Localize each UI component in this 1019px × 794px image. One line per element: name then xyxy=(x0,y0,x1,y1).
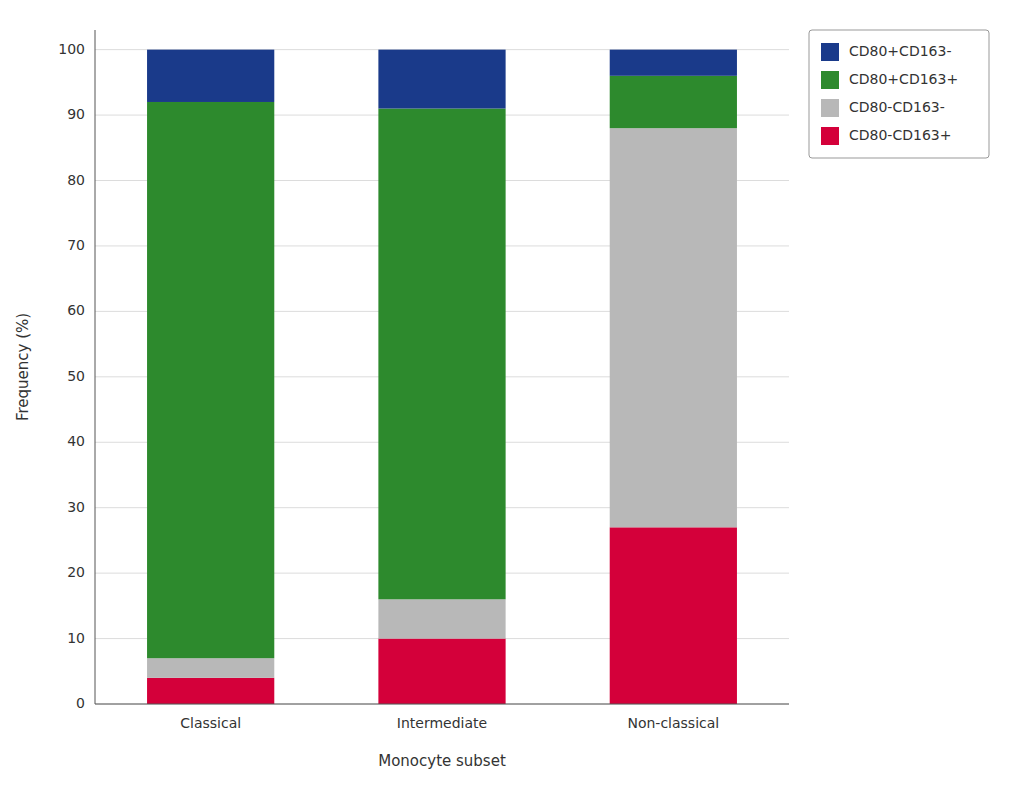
legend-swatch xyxy=(821,43,839,61)
bar-segment xyxy=(610,50,737,76)
x-tick-label: Classical xyxy=(180,715,241,731)
y-tick-label: 20 xyxy=(67,564,85,580)
bar-segment xyxy=(378,599,505,638)
bar-segment xyxy=(378,109,505,600)
y-axis-label: Frequency (%) xyxy=(14,313,32,421)
x-axis-line xyxy=(95,704,789,705)
bar-segment xyxy=(378,639,505,704)
y-tick-label: 0 xyxy=(76,695,85,711)
x-tick-label: Intermediate xyxy=(397,715,487,731)
x-axis-label: Monocyte subset xyxy=(378,752,506,770)
y-tick-label: 30 xyxy=(67,499,85,515)
y-tick-label: 40 xyxy=(67,433,85,449)
legend-swatch xyxy=(821,71,839,89)
y-axis-line xyxy=(95,30,96,704)
legend-label: CD80+CD163+ xyxy=(849,71,958,87)
bar-segment xyxy=(147,658,274,678)
legend: CD80+CD163- CD80+CD163+ CD80-CD163- CD80-CD… xyxy=(809,30,989,158)
grid-line xyxy=(95,704,789,705)
chart: 0 10 20 30 40 50 60 70 80 90 100 Classical Intermedi… xyxy=(0,0,1019,794)
y-tick-label: 10 xyxy=(67,630,85,646)
y-tick-label: 60 xyxy=(67,302,85,318)
y-tick-label: 70 xyxy=(67,237,85,253)
bar-segment xyxy=(147,678,274,704)
legend-label: CD80-CD163- xyxy=(849,99,945,115)
bar-segment xyxy=(378,50,505,109)
x-tick-label: Non-classical xyxy=(627,715,719,731)
y-tick-label: 50 xyxy=(67,368,85,384)
y-tick-label: 100 xyxy=(58,41,85,57)
legend-frame xyxy=(809,30,989,158)
legend-swatch xyxy=(821,127,839,145)
bar-segment xyxy=(147,102,274,658)
bar-segment xyxy=(610,76,737,128)
legend-label: CD80+CD163- xyxy=(849,43,951,59)
y-tick-label: 90 xyxy=(67,106,85,122)
bar-segment xyxy=(147,50,274,102)
chart-container: 0 10 20 30 40 50 60 70 80 90 100 Classical Intermedi… xyxy=(0,0,1019,794)
legend-swatch xyxy=(821,99,839,117)
y-tick-label: 80 xyxy=(67,172,85,188)
bar-segment xyxy=(610,527,737,704)
bar-segment xyxy=(610,128,737,527)
legend-label: CD80-CD163+ xyxy=(849,127,951,143)
grid xyxy=(95,50,789,704)
bars xyxy=(147,50,737,704)
